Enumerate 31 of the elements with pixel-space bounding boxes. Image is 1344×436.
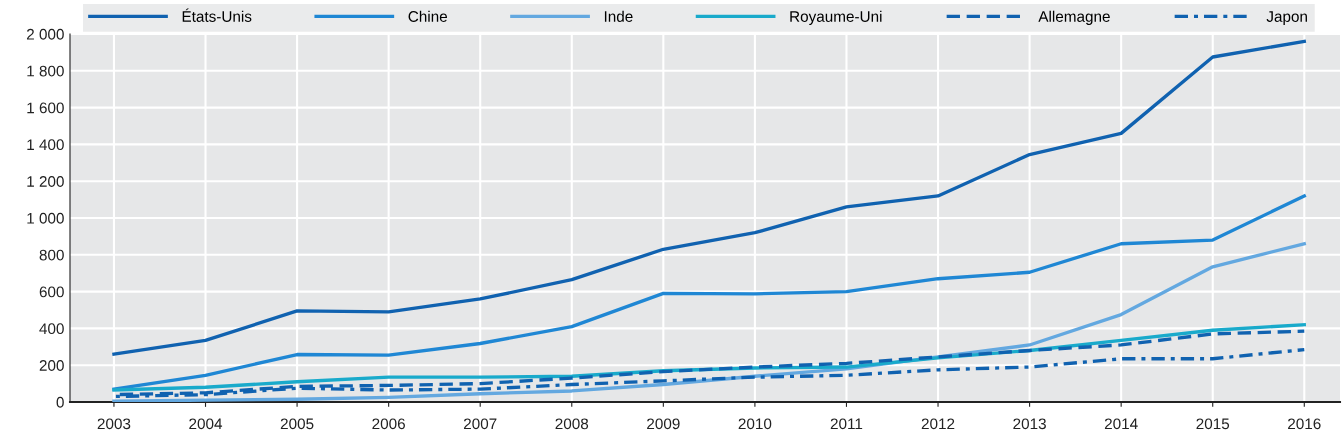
legend-label: Japon bbox=[1266, 11, 1307, 25]
legend-label: Chine bbox=[408, 10, 448, 22]
x-tick-label: 2004 bbox=[189, 418, 223, 430]
x-tick-label: 2015 bbox=[1196, 418, 1230, 430]
x-tick-label: 2003 bbox=[97, 418, 131, 430]
x-tick-label: 2007 bbox=[463, 418, 497, 430]
x-tick-label: 2006 bbox=[372, 418, 405, 430]
x-tick-label: 2016 bbox=[1288, 418, 1321, 430]
x-tick-label: 2012 bbox=[921, 418, 955, 430]
legend-label: Allemagne bbox=[1038, 10, 1110, 25]
y-tick-label: 600 bbox=[39, 286, 64, 298]
legend-label: Royaume-Uni bbox=[790, 10, 882, 25]
y-tick-label: 800 bbox=[39, 249, 64, 261]
legend-label: États-Unis bbox=[182, 8, 252, 22]
x-tick-label: 2005 bbox=[280, 418, 314, 430]
x-tick-label: 2013 bbox=[1013, 418, 1046, 430]
x-tick-label: 2008 bbox=[555, 418, 589, 430]
y-tick-label: 400 bbox=[39, 323, 64, 335]
y-tick-label: 1 000 bbox=[27, 212, 64, 224]
y-tick-label: 200 bbox=[39, 360, 64, 371]
y-tick-label: 2 000 bbox=[26, 28, 64, 40]
y-tick-label: 0 bbox=[56, 396, 64, 408]
x-tick-label: 2014 bbox=[1104, 418, 1138, 430]
y-tick-label: 1 600 bbox=[27, 102, 64, 114]
y-tick-label: 1 200 bbox=[27, 176, 64, 187]
x-tick-label: 2011 bbox=[830, 418, 863, 430]
x-tick-label: 2009 bbox=[647, 418, 680, 430]
y-tick-label: 1 800 bbox=[27, 65, 64, 77]
x-tick-label: 2010 bbox=[738, 418, 772, 430]
y-tick-label: 1 400 bbox=[27, 139, 64, 151]
legend-label: Inde bbox=[604, 10, 633, 22]
